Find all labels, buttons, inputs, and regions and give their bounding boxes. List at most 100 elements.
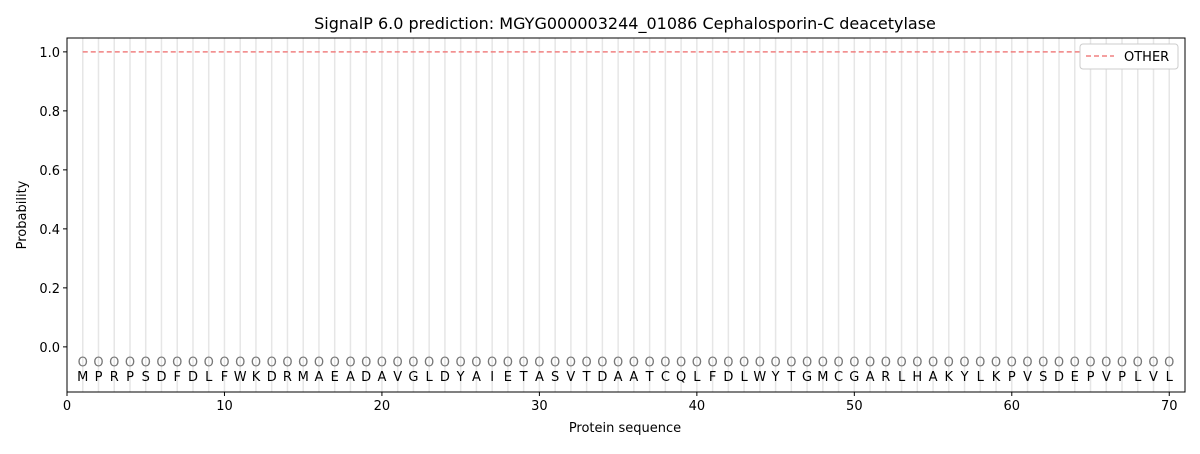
x-axis-label: Protein sequence bbox=[569, 421, 681, 436]
chart-title: SignalP 6.0 prediction: MGYG000003244_01… bbox=[314, 14, 936, 34]
predicted-label-27: O bbox=[487, 356, 497, 371]
predicted-label-56: O bbox=[944, 356, 954, 371]
residue-label-42: D bbox=[723, 370, 733, 385]
residue-label-14: R bbox=[283, 370, 292, 385]
predicted-label-49: O bbox=[833, 356, 843, 371]
y-tick-label: 0.4 bbox=[39, 223, 60, 238]
predicted-label-18: O bbox=[345, 356, 355, 371]
residue-label-56: K bbox=[945, 370, 954, 385]
predicted-label-34: O bbox=[597, 356, 607, 371]
predicted-label-61: O bbox=[1022, 356, 1032, 371]
residue-label-6: D bbox=[156, 370, 166, 385]
residue-label-19: D bbox=[361, 370, 371, 385]
predicted-label-6: O bbox=[156, 356, 166, 371]
residue-label-27: I bbox=[490, 370, 494, 385]
residue-label-54: H bbox=[912, 370, 922, 385]
legend-label-other: OTHER bbox=[1124, 50, 1169, 65]
residue-label-46: T bbox=[786, 370, 795, 385]
predicted-label-57: O bbox=[959, 356, 969, 371]
predicted-label-1: O bbox=[78, 356, 88, 371]
residue-label-39: Q bbox=[676, 370, 686, 385]
residue-label-48: M bbox=[817, 370, 828, 385]
residue-label-69: V bbox=[1149, 370, 1158, 385]
predicted-label-69: O bbox=[1148, 356, 1158, 371]
x-tick-label: 20 bbox=[374, 399, 391, 414]
predicted-label-10: O bbox=[219, 356, 229, 371]
residue-label-44: W bbox=[753, 370, 766, 385]
predicted-label-2: O bbox=[93, 356, 103, 371]
legend-box bbox=[1079, 43, 1179, 70]
residue-label-5: S bbox=[142, 370, 150, 385]
predicted-label-65: O bbox=[1085, 356, 1095, 371]
predicted-label-24: O bbox=[440, 356, 450, 371]
residue-label-21: V bbox=[393, 370, 402, 385]
y-tick-label: 0.0 bbox=[39, 341, 60, 356]
predicted-label-26: O bbox=[471, 356, 481, 371]
predicted-label-9: O bbox=[204, 356, 214, 371]
residue-label-36: A bbox=[629, 370, 638, 385]
predicted-label-35: O bbox=[613, 356, 623, 371]
residue-label-58: L bbox=[977, 370, 985, 385]
residue-label-17: E bbox=[331, 370, 339, 385]
predicted-label-46: O bbox=[786, 356, 796, 371]
predicted-label-50: O bbox=[849, 356, 859, 371]
residue-label-24: D bbox=[440, 370, 450, 385]
predicted-label-21: O bbox=[393, 356, 403, 371]
predicted-label-43: O bbox=[739, 356, 749, 371]
x-tick-label: 40 bbox=[689, 399, 706, 414]
residue-label-33: T bbox=[582, 370, 591, 385]
residue-label-38: C bbox=[661, 370, 670, 385]
predicted-label-25: O bbox=[456, 356, 466, 371]
residue-label-61: V bbox=[1023, 370, 1032, 385]
predicted-label-40: O bbox=[692, 356, 702, 371]
y-tick-label: 1.0 bbox=[39, 46, 60, 61]
predicted-label-4: O bbox=[125, 356, 135, 371]
residue-label-52: R bbox=[881, 370, 890, 385]
predicted-label-12: O bbox=[251, 356, 261, 371]
residue-label-47: G bbox=[802, 370, 812, 385]
residue-label-53: L bbox=[898, 370, 906, 385]
residue-label-34: D bbox=[597, 370, 607, 385]
residue-label-68: L bbox=[1134, 370, 1142, 385]
predicted-label-59: O bbox=[991, 356, 1001, 371]
predicted-label-51: O bbox=[865, 356, 875, 371]
plot-frame bbox=[66, 37, 1186, 393]
residue-label-20: A bbox=[377, 370, 386, 385]
residue-label-59: K bbox=[992, 370, 1001, 385]
residue-label-37: T bbox=[645, 370, 654, 385]
predicted-label-45: O bbox=[770, 356, 780, 371]
predicted-label-30: O bbox=[534, 356, 544, 371]
residue-label-64: E bbox=[1071, 370, 1079, 385]
residue-label-50: G bbox=[849, 370, 859, 385]
predicted-label-41: O bbox=[707, 356, 717, 371]
predicted-label-38: O bbox=[660, 356, 670, 371]
residue-label-3: R bbox=[110, 370, 119, 385]
residue-label-16: A bbox=[314, 370, 323, 385]
residue-label-35: A bbox=[614, 370, 623, 385]
predicted-label-5: O bbox=[141, 356, 151, 371]
residue-label-12: K bbox=[252, 370, 261, 385]
residue-label-26: A bbox=[472, 370, 481, 385]
residue-label-63: D bbox=[1054, 370, 1064, 385]
residue-label-41: F bbox=[709, 370, 716, 385]
residue-label-10: F bbox=[221, 370, 228, 385]
predicted-label-32: O bbox=[566, 356, 576, 371]
predicted-label-48: O bbox=[818, 356, 828, 371]
residue-label-4: P bbox=[126, 370, 134, 385]
predicted-label-7: O bbox=[172, 356, 182, 371]
residue-label-66: V bbox=[1102, 370, 1111, 385]
residue-label-7: F bbox=[173, 370, 180, 385]
predicted-label-53: O bbox=[896, 356, 906, 371]
predicted-label-67: O bbox=[1117, 356, 1127, 371]
y-tick-label: 0.2 bbox=[39, 282, 60, 297]
residue-label-62: S bbox=[1039, 370, 1047, 385]
predicted-label-3: O bbox=[109, 356, 119, 371]
predicted-label-13: O bbox=[267, 356, 277, 371]
residue-label-22: G bbox=[408, 370, 418, 385]
y-tick-label: 0.6 bbox=[39, 164, 60, 179]
predicted-label-66: O bbox=[1101, 356, 1111, 371]
predicted-label-39: O bbox=[676, 356, 686, 371]
predicted-label-36: O bbox=[629, 356, 639, 371]
residue-label-13: D bbox=[267, 370, 277, 385]
residue-label-32: V bbox=[566, 370, 575, 385]
